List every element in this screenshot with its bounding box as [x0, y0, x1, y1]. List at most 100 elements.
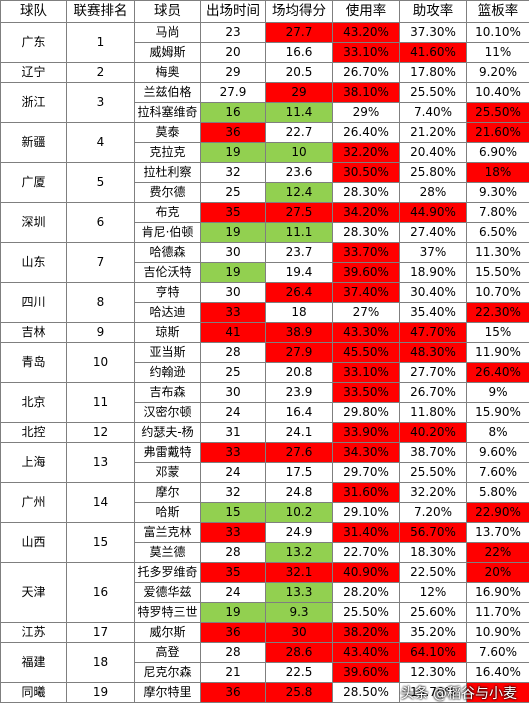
rebound-rate-cell: 15.90%	[466, 402, 529, 423]
usage-rate-cell: 43.40%	[332, 642, 400, 663]
usage-rate-cell: 28.30%	[332, 182, 400, 203]
team-cell: 广东	[0, 22, 67, 63]
player-cell: 威尔斯	[134, 622, 201, 643]
team-cell: 青岛	[0, 342, 67, 383]
minutes-cell: 29	[200, 62, 266, 83]
rebound-rate-cell: 22.90%	[466, 502, 529, 523]
table-row: 广厦 5 拉杜利察 32 23.6 30.50% 25.80% 18%	[0, 162, 529, 203]
points-cell: 16.6	[265, 42, 333, 63]
points-cell: 26.4	[265, 282, 333, 303]
team-cell: 深圳	[0, 202, 67, 243]
points-cell: 12.4	[265, 182, 333, 203]
team-cell: 新疆	[0, 122, 67, 163]
usage-rate-cell: 43.20%	[332, 22, 400, 43]
points-cell: 25.8	[265, 682, 333, 703]
rank-cell: 11	[66, 382, 135, 423]
header-minutes: 出场时间	[200, 0, 266, 23]
team-cell: 浙江	[0, 82, 67, 123]
player-cell: 哈斯	[134, 502, 201, 523]
minutes-cell: 31	[200, 422, 266, 443]
header-rebound-rate: 篮板率	[466, 0, 529, 23]
player-cell: 马尚	[134, 22, 201, 43]
player-cell: 托多罗维奇	[134, 562, 201, 583]
minutes-cell: 28	[200, 542, 266, 563]
points-cell: 24.9	[265, 522, 333, 543]
player-cell: 琼斯	[134, 322, 201, 343]
assist-rate-cell: 26.70%	[399, 382, 467, 403]
team-cell: 广厦	[0, 162, 67, 203]
table-row: 特罗特三世 19 9.3 25.50% 25.60% 11.70%	[1, 602, 529, 623]
rank-cell: 3	[66, 82, 135, 123]
table-row: 哈达迪 33 18 27% 35.40% 22.30%	[1, 302, 529, 323]
assist-rate-cell: 15.70%	[399, 682, 467, 703]
usage-rate-cell: 26.40%	[332, 122, 400, 143]
assist-rate-cell: 12%	[399, 582, 467, 603]
rank-cell: 14	[66, 482, 135, 523]
player-cell: 摩尔	[134, 482, 201, 503]
rank-cell: 9	[66, 322, 135, 343]
rank-cell: 16	[66, 562, 135, 623]
usage-rate-cell: 34.20%	[332, 202, 400, 223]
player-cell: 梅奥	[134, 62, 201, 83]
usage-rate-cell: 33.10%	[332, 42, 400, 63]
points-cell: 20.5	[265, 62, 333, 83]
rebound-rate-cell: 18%	[466, 162, 529, 183]
table-row: 新疆 4 莫泰 36 22.7 26.40% 21.20% 21.60%	[0, 122, 529, 163]
team-cell: 上海	[0, 442, 67, 483]
points-cell: 19.4	[265, 262, 333, 283]
table-row: 约翰逊 25 20.8 33.10% 27.70% 26.40%	[1, 362, 529, 383]
player-cell: 哈德森	[134, 242, 201, 263]
rebound-rate-cell: 22.30%	[466, 302, 529, 323]
usage-rate-cell: 43.30%	[332, 322, 400, 343]
rebound-rate-cell: 9.20%	[466, 62, 529, 83]
usage-rate-cell: 45.50%	[332, 342, 400, 363]
rebound-rate-cell: 7.60%	[466, 642, 529, 663]
rebound-rate-cell: 25.50%	[466, 102, 529, 123]
rank-cell: 15	[66, 522, 135, 563]
player-cell: 亚当斯	[134, 342, 201, 363]
usage-rate-cell: 31.40%	[332, 522, 400, 543]
minutes-cell: 24	[200, 462, 266, 483]
table-row: 深圳 6 布克 35 27.5 34.20% 44.90% 7.80%	[0, 202, 529, 243]
points-cell: 38.9	[265, 322, 333, 343]
minutes-cell: 41	[200, 322, 266, 343]
table-row: 上海 13 弗雷戴特 33 27.6 34.30% 38.70% 9.60%	[0, 442, 529, 483]
points-cell: 27.5	[265, 202, 333, 223]
usage-rate-cell: 25.50%	[332, 602, 400, 623]
player-cell: 拉科塞维奇	[134, 102, 201, 123]
player-cell: 弗雷戴特	[134, 442, 201, 463]
rank-cell: 17	[66, 622, 135, 643]
team-cell: 天津	[0, 562, 67, 623]
assist-rate-cell: 41.60%	[399, 42, 467, 63]
header-row: 球队 联赛排名 球员 出场时间 场均得分 使用率 助攻率 篮板率	[0, 0, 529, 23]
points-cell: 10	[265, 142, 333, 163]
table-row: 浙江 3 兰兹伯格 27.9 29 38.10% 25.50% 10.40%	[0, 82, 529, 123]
points-cell: 27.7	[265, 22, 333, 43]
minutes-cell: 24	[200, 402, 266, 423]
rebound-rate-cell: 11.70%	[466, 602, 529, 623]
minutes-cell: 28	[200, 642, 266, 663]
header-assist-rate: 助攻率	[399, 0, 467, 23]
rebound-rate-cell: 11.90%	[466, 342, 529, 363]
player-cell: 特罗特三世	[134, 602, 201, 623]
assist-rate-cell: 22.50%	[399, 562, 467, 583]
rebound-rate-cell: 10.70%	[466, 282, 529, 303]
player-cell: 布克	[134, 202, 201, 223]
player-cell: 约瑟夫-杨	[134, 422, 201, 443]
points-cell: 22.5	[265, 662, 333, 683]
rebound-rate-cell: 10.40%	[466, 82, 529, 103]
rebound-rate-cell: 13.70%	[466, 522, 529, 543]
minutes-cell: 30	[200, 282, 266, 303]
usage-rate-cell: 27%	[332, 302, 400, 323]
player-cell: 哈达迪	[134, 302, 201, 323]
usage-rate-cell: 29.80%	[332, 402, 400, 423]
table-row: 吉伦沃特 19 19.4 39.60% 18.90% 15.50%	[1, 262, 529, 283]
team-cell: 北控	[0, 422, 67, 443]
table-body: 广东 1 马尚 23 27.7 43.20% 37.30% 10.10% 威姆斯 20 16.6 33…	[0, 22, 529, 703]
minutes-cell: 15	[200, 502, 266, 523]
points-cell: 11.1	[265, 222, 333, 243]
minutes-cell: 36	[200, 122, 266, 143]
minutes-cell: 28	[200, 342, 266, 363]
header-points: 场均得分	[265, 0, 333, 23]
rank-cell: 10	[66, 342, 135, 383]
